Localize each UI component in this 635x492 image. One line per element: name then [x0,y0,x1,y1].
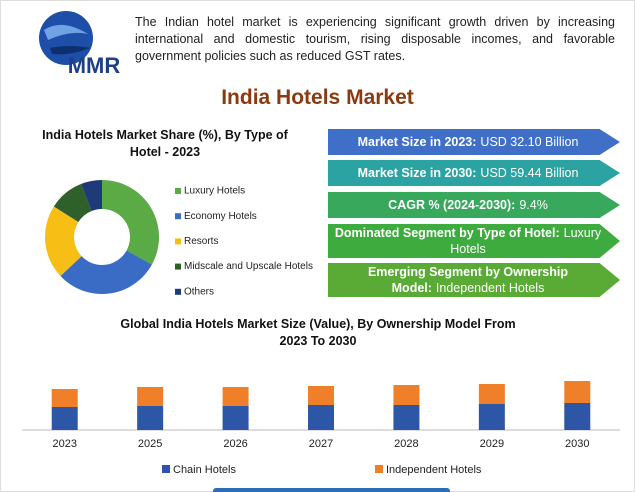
bar-segment [308,386,334,405]
bar-segment [222,387,249,406]
info-text: Emerging Segment by Ownership Model: Inde… [332,264,604,296]
info-box: Dominated Segment by Type of Hotel: Luxur… [328,224,620,258]
bar-segment [478,404,505,430]
x-tick-label: 2026 [223,438,247,450]
legend-label: Others [184,286,214,297]
info-label: Market Size in 2030: [357,166,477,180]
bar-segment [51,389,78,407]
pie-title: India Hotels Market Share (%), By Type o… [42,128,288,159]
x-tick-label: 2025 [138,438,162,450]
x-tick-label: 2030 [565,438,589,450]
info-label: Emerging Segment by Ownership Model: [367,265,569,295]
bar-segment [137,387,164,406]
bar-segment [564,403,591,430]
pie-slice [60,250,152,294]
bar-segment [478,384,505,404]
legend-label: Chain Hotels [173,464,236,476]
legend-label: Independent Hotels [386,464,482,476]
bar-segment [393,385,420,405]
pie-slice [44,206,82,277]
x-tick-label: 2023 [52,438,76,450]
x-tick-label: 2027 [309,438,333,450]
info-text: CAGR % (2024-2030): 9.4% [388,197,548,213]
bar-segment [564,381,591,403]
pie-slice [102,180,159,265]
info-label: Dominated Segment by Type of Hotel: [334,226,560,240]
legend-label: Luxury Hotels [184,186,245,197]
info-value: Luxury Hotels [450,226,602,256]
bar-segment [51,407,78,430]
info-value: USD 32.10 Billion [480,135,579,149]
logo-text: MMR [68,53,121,78]
info-box: Market Size in 2023: USD 32.10 Billion [328,129,620,155]
legend-swatch [175,263,181,270]
bar-segment [393,405,420,430]
bar-title: Global India Hotels Market Size (Value),… [120,317,516,348]
info-text: Market Size in 2023: USD 32.10 Billion [358,134,579,150]
legend-swatch [175,288,181,295]
footer-button [213,488,450,492]
legend-label: Midscale and Upscale Hotels [184,261,313,272]
x-tick-label: 2028 [394,438,418,450]
legend-swatch [375,465,383,473]
info-label: Market Size in 2023: [357,135,477,149]
pie-slice [53,184,92,222]
info-box: Market Size in 2030: USD 59.44 Billion [328,160,620,186]
pie-slice [81,180,102,211]
legend-label: Economy Hotels [184,211,257,222]
legend-label: Resorts [184,236,218,247]
info-box: Emerging Segment by Ownership Model: Inde… [328,263,620,297]
bar-segment [222,406,249,430]
info-text: Dominated Segment by Type of Hotel: Luxur… [332,225,604,257]
info-value: Independent Hotels [435,281,545,295]
bar-segment [137,406,164,430]
info-value: 9.4% [519,198,548,212]
bar-segment [308,405,334,430]
info-text: Market Size in 2030: USD 59.44 Billion [358,165,579,181]
x-tick-label: 2029 [480,438,504,450]
legend-swatch [175,213,181,220]
legend-swatch [175,188,181,194]
header-text: The Indian hotel market is experiencing … [135,15,615,63]
logo: MMR [39,11,120,78]
info-box: CAGR % (2024-2030): 9.4% [328,192,620,218]
info-value: USD 59.44 Billion [480,166,579,180]
title: India Hotels Market [221,86,414,109]
legend-swatch [175,238,181,245]
info-label: CAGR % (2024-2030): [388,198,516,212]
legend-swatch [162,465,170,473]
